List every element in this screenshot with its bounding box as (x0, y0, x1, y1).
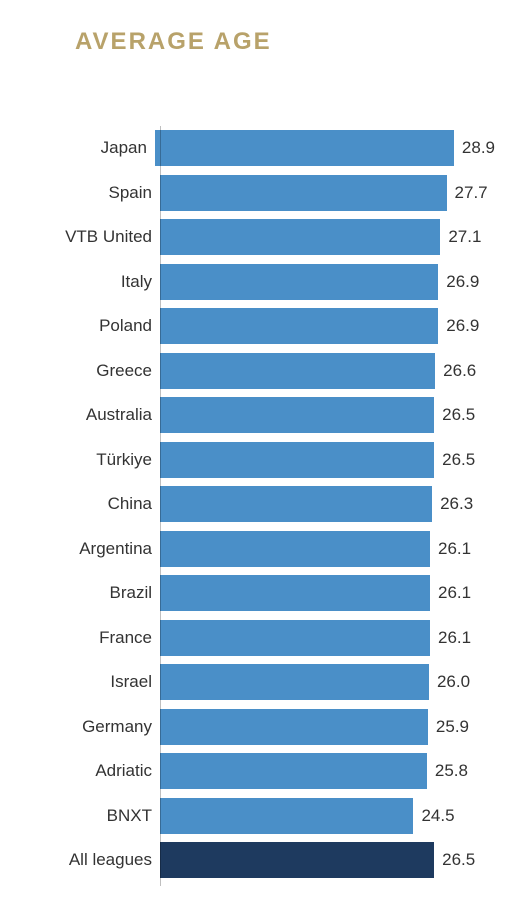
chart-title: AVERAGE AGE (75, 28, 495, 56)
bar-wrap: 26.5 (160, 393, 495, 438)
bar-wrap: 26.1 (160, 616, 495, 661)
chart-row: VTB United 27.1 (60, 215, 495, 260)
chart-row: Italy 26.9 (60, 260, 495, 305)
chart-row: Adriatic 25.8 (60, 749, 495, 794)
chart-row: Argentina 26.1 (60, 527, 495, 572)
bar-wrap: 26.3 (160, 482, 495, 527)
bar (155, 130, 454, 166)
chart-row: Japan 28.9 (60, 126, 495, 171)
bar-wrap: 25.9 (160, 705, 495, 750)
value-label: 26.5 (442, 450, 475, 470)
bar (160, 531, 430, 567)
category-label: Australia (60, 405, 160, 425)
bar (160, 575, 430, 611)
bar-wrap: 26.1 (160, 571, 495, 616)
value-label: 26.9 (446, 316, 479, 336)
value-label: 26.6 (443, 361, 476, 381)
bar-wrap: 25.8 (160, 749, 495, 794)
bar-wrap: 26.9 (160, 304, 495, 349)
chart-row: Brazil 26.1 (60, 571, 495, 616)
value-label: 26.1 (438, 583, 471, 603)
bar (160, 709, 428, 745)
bar-wrap: 27.7 (160, 171, 495, 216)
bar (160, 175, 447, 211)
bar-wrap: 28.9 (155, 126, 495, 171)
bar-chart: Japan 28.9 Spain 27.7 VTB United 27.1 Italy 26.… (60, 126, 495, 886)
chart-row: All leagues 26.5 (60, 838, 495, 883)
bar-wrap: 26.5 (160, 438, 495, 483)
bar-wrap: 26.5 (160, 838, 495, 883)
chart-row: Greece 26.6 (60, 349, 495, 394)
category-label: All leagues (60, 850, 160, 870)
value-label: 28.9 (462, 138, 495, 158)
bar (160, 798, 413, 834)
value-label: 24.5 (421, 806, 454, 826)
category-label: Poland (60, 316, 160, 336)
category-label: Spain (60, 183, 160, 203)
category-label: Türkiye (60, 450, 160, 470)
chart-row: France 26.1 (60, 616, 495, 661)
category-label: China (60, 494, 160, 514)
bar (160, 842, 434, 878)
bar (160, 264, 438, 300)
category-label: VTB United (60, 227, 160, 247)
value-label: 26.5 (442, 850, 475, 870)
chart-row: Spain 27.7 (60, 171, 495, 216)
category-label: France (60, 628, 160, 648)
y-axis-line (160, 126, 161, 886)
bar-wrap: 26.0 (160, 660, 495, 705)
value-label: 26.9 (446, 272, 479, 292)
chart-row: Australia 26.5 (60, 393, 495, 438)
chart-row: Poland 26.9 (60, 304, 495, 349)
bar (160, 219, 440, 255)
category-label: Argentina (60, 539, 160, 559)
category-label: Brazil (60, 583, 160, 603)
category-label: Japan (60, 138, 155, 158)
bar (160, 620, 430, 656)
bar (160, 486, 432, 522)
value-label: 26.0 (437, 672, 470, 692)
value-label: 26.1 (438, 539, 471, 559)
bar (160, 664, 429, 700)
chart-row: Türkiye 26.5 (60, 438, 495, 483)
value-label: 27.1 (448, 227, 481, 247)
value-label: 26.1 (438, 628, 471, 648)
bar (160, 442, 434, 478)
bar (160, 353, 435, 389)
category-label: Greece (60, 361, 160, 381)
bar-wrap: 27.1 (160, 215, 495, 260)
chart-row: BNXT 24.5 (60, 794, 495, 839)
bar (160, 308, 438, 344)
chart-row: China 26.3 (60, 482, 495, 527)
chart-row: Germany 25.9 (60, 705, 495, 750)
value-label: 26.3 (440, 494, 473, 514)
value-label: 27.7 (455, 183, 488, 203)
bar-wrap: 26.9 (160, 260, 495, 305)
chart-row: Israel 26.0 (60, 660, 495, 705)
category-label: Adriatic (60, 761, 160, 781)
bar-wrap: 26.6 (160, 349, 495, 394)
value-label: 25.9 (436, 717, 469, 737)
category-label: Israel (60, 672, 160, 692)
category-label: Germany (60, 717, 160, 737)
category-label: BNXT (60, 806, 160, 826)
category-label: Italy (60, 272, 160, 292)
bar-wrap: 24.5 (160, 794, 495, 839)
bar (160, 397, 434, 433)
value-label: 26.5 (442, 405, 475, 425)
value-label: 25.8 (435, 761, 468, 781)
bar (160, 753, 427, 789)
bar-wrap: 26.1 (160, 527, 495, 572)
